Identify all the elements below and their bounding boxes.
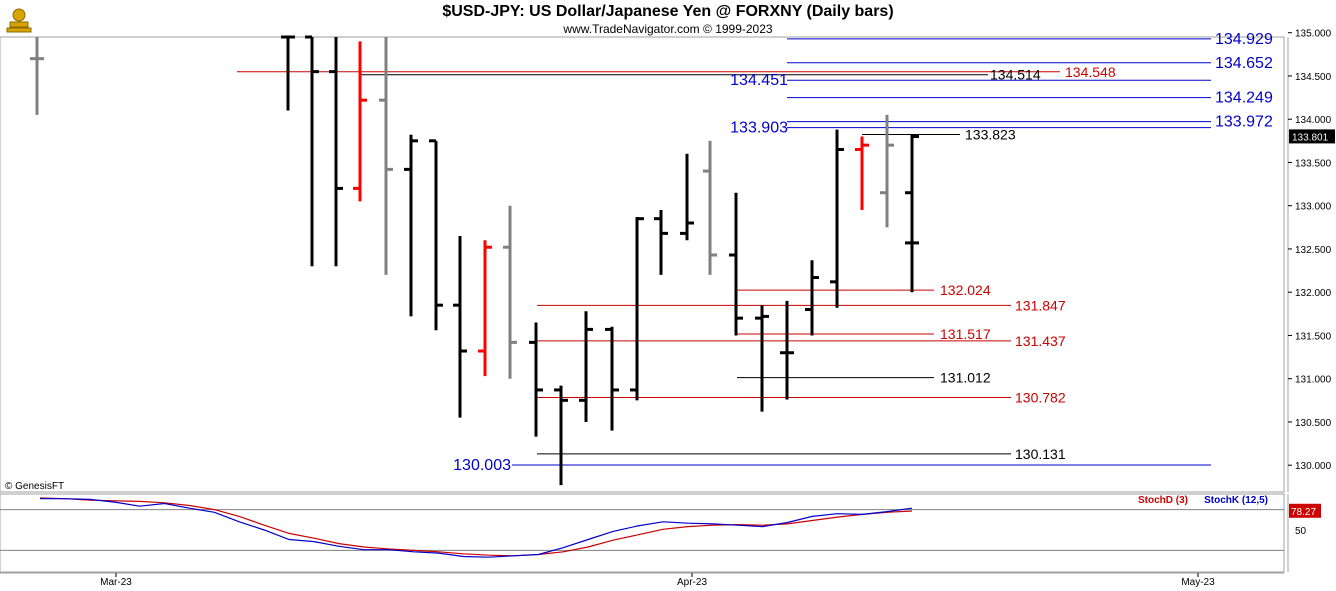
price-bar xyxy=(780,300,794,400)
y-tick-label: 130.500 xyxy=(1295,418,1332,429)
level-label: 134.929 xyxy=(1215,31,1273,48)
price-bar xyxy=(855,136,869,211)
y-tick-label: 133.000 xyxy=(1295,202,1332,213)
chart-header: $USD-JPY: US Dollar/Japanese Yen @ FORXN… xyxy=(0,0,1336,37)
price-bar xyxy=(404,134,418,317)
stoch-legend-label: StochK (12,5) xyxy=(1204,495,1268,506)
y-tick-label: 131.500 xyxy=(1295,331,1332,342)
stoch-last-box xyxy=(1289,503,1321,518)
level-label: 134.652 xyxy=(1215,55,1273,72)
stoch-tick-label: 50 xyxy=(1295,526,1307,537)
level-label: 130.003 xyxy=(453,457,511,474)
price-bar xyxy=(729,192,743,336)
price-bar xyxy=(880,114,894,228)
price-bar xyxy=(579,311,593,422)
level-label: 134.548 xyxy=(1065,64,1116,80)
price-bar xyxy=(329,37,343,267)
y-tick-label: 135.000 xyxy=(1295,29,1332,40)
level-label: 134.514 xyxy=(990,67,1041,83)
y-tick-label: 134.000 xyxy=(1295,115,1332,126)
level-line-group: 130.782 xyxy=(537,390,1066,406)
price-bar xyxy=(805,260,819,336)
price-bar xyxy=(654,210,668,275)
x-tick-label: Apr-23 xyxy=(677,577,707,588)
level-label: 132.024 xyxy=(940,282,991,298)
level-line-group: 134.929 xyxy=(787,31,1273,48)
price-bar xyxy=(680,153,694,241)
y-tick-label: 133.500 xyxy=(1295,158,1332,169)
stoch-last-label: 78.27 xyxy=(1291,507,1316,518)
price-bar xyxy=(830,129,844,308)
level-line-group: 130.003 xyxy=(453,457,1211,474)
level-label: 133.823 xyxy=(965,127,1016,143)
y-tick-label: 132.500 xyxy=(1295,245,1332,256)
level-line-group: 134.548 xyxy=(237,64,1116,80)
last-price-box xyxy=(1289,129,1335,144)
y-tick-label: 131.000 xyxy=(1295,375,1332,386)
price-bar xyxy=(453,235,467,418)
price-bar xyxy=(755,305,769,412)
chart-subtitle: www.TradeNavigator.com © 1999-2023 xyxy=(563,22,773,36)
price-bar xyxy=(630,216,644,401)
price-bar xyxy=(281,35,295,111)
level-line-group: 131.437 xyxy=(537,333,1066,349)
price-panel xyxy=(0,36,1285,493)
stoch-panel xyxy=(0,493,1285,573)
price-bar xyxy=(554,385,568,486)
level-line-group: 133.903 xyxy=(730,120,1211,137)
price-bar xyxy=(503,205,517,379)
y-tick-label: 134.500 xyxy=(1295,72,1332,83)
level-label: 130.782 xyxy=(1015,390,1066,406)
level-line-group: 134.451 xyxy=(730,72,1211,89)
price-bar xyxy=(305,35,319,267)
level-label: 134.451 xyxy=(730,72,788,89)
level-label: 133.972 xyxy=(1215,114,1273,131)
level-label: 131.847 xyxy=(1015,297,1066,313)
last-price-label: 133.801 xyxy=(1292,132,1329,143)
price-bar xyxy=(353,41,367,202)
chart-title: $USD-JPY: US Dollar/Japanese Yen @ FORXN… xyxy=(442,3,894,20)
level-line-group: 131.012 xyxy=(737,370,991,386)
level-line-group: 134.514 xyxy=(361,67,1041,83)
price-bar xyxy=(905,134,919,278)
price-bar xyxy=(605,326,619,431)
level-label: 130.131 xyxy=(1015,446,1066,462)
price-bar xyxy=(30,37,44,115)
level-line-group: 133.972 xyxy=(787,114,1273,131)
y-tick-label: 132.000 xyxy=(1295,288,1332,299)
price-bar xyxy=(478,240,492,377)
level-label: 131.437 xyxy=(1015,333,1066,349)
level-label: 131.517 xyxy=(940,326,991,342)
price-bar xyxy=(529,322,543,437)
level-line-group: 131.517 xyxy=(737,326,991,342)
stoch-legend-label: StochD (3) xyxy=(1138,495,1188,506)
level-line-group: 134.249 xyxy=(787,90,1273,107)
stoch-d-line xyxy=(39,497,913,557)
level-line-group: 130.131 xyxy=(537,446,1066,462)
level-label: 131.012 xyxy=(940,370,991,386)
price-bar xyxy=(429,139,443,331)
price-bar xyxy=(379,37,393,275)
level-line-group: 133.823 xyxy=(862,127,1016,143)
price-bar xyxy=(703,140,717,275)
x-tick-label: Mar-23 xyxy=(100,577,132,588)
level-line-group: 134.652 xyxy=(787,55,1273,72)
level-label: 133.903 xyxy=(730,120,788,137)
y-tick-label: 130.000 xyxy=(1295,461,1332,472)
level-label: 134.249 xyxy=(1215,90,1273,107)
stoch-k-line xyxy=(40,498,913,558)
logo-icon xyxy=(6,8,32,33)
level-line-group: 131.847 xyxy=(537,297,1066,313)
watermark-label: © GenesisFT xyxy=(5,481,64,492)
x-tick-label: May-23 xyxy=(1181,577,1215,588)
